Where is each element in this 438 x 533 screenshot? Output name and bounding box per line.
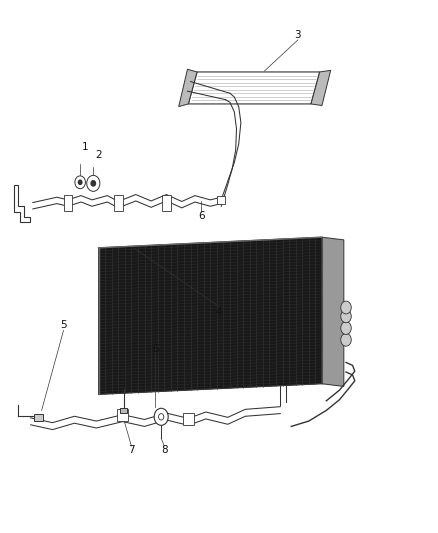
Bar (114, 195, 123, 211)
Circle shape (87, 175, 100, 191)
Circle shape (78, 180, 82, 184)
Circle shape (154, 408, 168, 425)
Circle shape (159, 414, 164, 420)
Text: 8: 8 (161, 446, 168, 455)
Polygon shape (188, 72, 320, 104)
Circle shape (341, 310, 351, 322)
Bar (120, 408, 127, 413)
Bar (117, 409, 128, 421)
Polygon shape (311, 70, 331, 106)
Text: 1: 1 (82, 142, 89, 151)
Text: 4: 4 (215, 307, 223, 317)
Text: 2: 2 (95, 150, 102, 159)
Text: 6: 6 (152, 344, 159, 354)
Circle shape (341, 321, 351, 335)
Text: 5: 5 (60, 320, 67, 330)
Text: 7: 7 (128, 446, 135, 455)
Bar (217, 196, 225, 204)
Circle shape (341, 334, 351, 346)
Text: 3: 3 (294, 30, 301, 39)
Circle shape (91, 181, 95, 186)
Circle shape (341, 301, 351, 314)
Bar (183, 413, 194, 425)
Bar (64, 195, 72, 211)
Bar (162, 195, 171, 211)
Polygon shape (322, 237, 344, 386)
Circle shape (75, 176, 85, 189)
Text: 6: 6 (198, 211, 205, 221)
Polygon shape (179, 69, 197, 107)
Bar (34, 414, 43, 421)
Polygon shape (99, 237, 322, 394)
